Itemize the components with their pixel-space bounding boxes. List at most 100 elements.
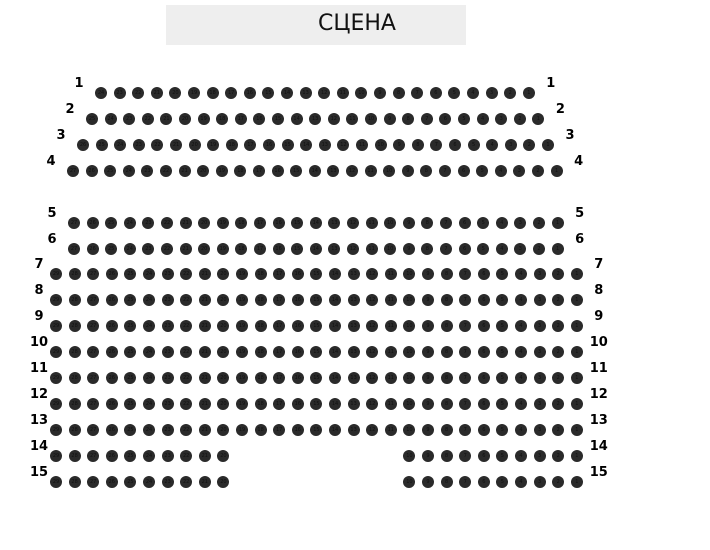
seat-row-8-seat-19[interactable]: 19 bbox=[236, 294, 248, 306]
seat-row-15-seat-1[interactable]: 1 bbox=[570, 476, 583, 488]
seat-row-7-seat-21[interactable]: 21 bbox=[198, 268, 211, 280]
seat-row-10-seat-22[interactable]: 22 bbox=[180, 346, 193, 358]
seat-row-9-seat-9[interactable]: 9 bbox=[422, 320, 434, 332]
seat-row-6-seat-1[interactable]: 1 bbox=[551, 243, 564, 255]
seat-row-3-seat-3[interactable]: 3 bbox=[504, 139, 517, 151]
seat-row-7-seat-26[interactable]: 26 bbox=[105, 268, 118, 280]
seat-row-13-seat-23[interactable]: 23 bbox=[161, 424, 174, 436]
seat-row-14-seat-28[interactable]: 28 bbox=[68, 450, 81, 462]
seat-row-1-seat-10[interactable]: 10 bbox=[355, 87, 368, 99]
seat-row-9-seat-14[interactable]: 14 bbox=[329, 320, 341, 332]
seat-row-10-seat-29[interactable]: 29 bbox=[50, 346, 62, 358]
seat-row-9-seat-5[interactable]: 5 bbox=[496, 320, 509, 332]
seat-row-13-seat-21[interactable]: 21 bbox=[198, 424, 211, 436]
seat-row-11-seat-14[interactable]: 14 bbox=[329, 372, 341, 384]
seat-row-7-seat-6[interactable]: 6 bbox=[477, 268, 490, 280]
seat-row-8-seat-5[interactable]: 5 bbox=[496, 294, 509, 306]
seat-row-4-seat-17[interactable]: 17 bbox=[253, 165, 265, 177]
seat-row-1-seat-3[interactable]: 3 bbox=[485, 87, 498, 99]
seat-row-15-seat-21[interactable]: 21 bbox=[198, 476, 211, 488]
seat-row-1-seat-8[interactable]: 8 bbox=[392, 87, 405, 99]
seat-row-9-seat-1[interactable]: 1 bbox=[570, 320, 583, 332]
seat-row-15-seat-9[interactable]: 9 bbox=[422, 476, 434, 488]
seat-row-2-seat-8[interactable]: 8 bbox=[402, 113, 415, 125]
seat-row-7-seat-7[interactable]: 7 bbox=[459, 268, 472, 280]
seat-row-1-seat-2[interactable]: 2 bbox=[504, 87, 517, 99]
seat-row-13-seat-19[interactable]: 19 bbox=[236, 424, 248, 436]
seat-row-14-seat-20[interactable]: 20 bbox=[217, 450, 230, 462]
seat-row-14-seat-2[interactable]: 2 bbox=[552, 450, 565, 462]
seat-row-11-seat-22[interactable]: 22 bbox=[180, 372, 193, 384]
seat-row-9-seat-19[interactable]: 19 bbox=[236, 320, 248, 332]
seat-row-12-seat-3[interactable]: 3 bbox=[533, 398, 546, 410]
seat-row-2-seat-3[interactable]: 3 bbox=[495, 113, 508, 125]
seat-row-1-seat-14[interactable]: 14 bbox=[281, 87, 293, 99]
seat-row-4-seat-13[interactable]: 13 bbox=[327, 165, 340, 177]
seat-row-15-seat-22[interactable]: 22 bbox=[180, 476, 193, 488]
seat-row-9-seat-17[interactable]: 17 bbox=[273, 320, 286, 332]
seat-row-9-seat-23[interactable]: 23 bbox=[161, 320, 174, 332]
seat-row-3-seat-2[interactable]: 2 bbox=[523, 139, 536, 151]
seat-row-15-seat-7[interactable]: 7 bbox=[459, 476, 472, 488]
seat-row-14-seat-23[interactable]: 23 bbox=[161, 450, 174, 462]
seat-row-5-seat-6[interactable]: 6 bbox=[458, 217, 471, 229]
seat-row-13-seat-26[interactable]: 26 bbox=[105, 424, 118, 436]
seat-row-10-seat-28[interactable]: 28 bbox=[68, 346, 81, 358]
seat-row-5-seat-26[interactable]: 26 bbox=[86, 217, 99, 229]
seat-row-3-seat-11[interactable]: 11 bbox=[356, 139, 368, 151]
seat-row-13-seat-7[interactable]: 7 bbox=[459, 424, 472, 436]
seat-row-14-seat-8[interactable]: 8 bbox=[440, 450, 453, 462]
seat-row-7-seat-12[interactable]: 12 bbox=[366, 268, 379, 280]
seat-row-12-seat-18[interactable]: 18 bbox=[254, 398, 267, 410]
seat-row-12-seat-15[interactable]: 15 bbox=[310, 398, 323, 410]
seat-row-6-seat-6[interactable]: 6 bbox=[458, 243, 471, 255]
seat-row-10-seat-12[interactable]: 12 bbox=[366, 346, 379, 358]
seat-row-3-seat-19[interactable]: 19 bbox=[207, 139, 220, 151]
seat-row-12-seat-8[interactable]: 8 bbox=[440, 398, 453, 410]
seat-row-7-seat-19[interactable]: 19 bbox=[236, 268, 248, 280]
seat-row-15-seat-6[interactable]: 6 bbox=[477, 476, 490, 488]
seat-row-2-seat-23[interactable]: 23 bbox=[123, 113, 136, 125]
seat-row-4-seat-25[interactable]: 25 bbox=[104, 165, 117, 177]
seat-row-11-seat-8[interactable]: 8 bbox=[440, 372, 453, 384]
seat-row-10-seat-23[interactable]: 23 bbox=[161, 346, 174, 358]
seat-row-2-seat-17[interactable]: 17 bbox=[234, 113, 247, 125]
seat-row-14-seat-4[interactable]: 4 bbox=[515, 450, 527, 462]
seat-row-2-seat-24[interactable]: 24 bbox=[104, 113, 117, 125]
seat-row-14-seat-22[interactable]: 22 bbox=[180, 450, 193, 462]
seat-row-11-seat-6[interactable]: 6 bbox=[477, 372, 490, 384]
seat-row-4-seat-18[interactable]: 18 bbox=[234, 165, 247, 177]
seat-row-11-seat-28[interactable]: 28 bbox=[68, 372, 81, 384]
seat-row-1-seat-16[interactable]: 16 bbox=[243, 87, 256, 99]
seat-row-6-seat-24[interactable]: 24 bbox=[123, 243, 136, 255]
seat-row-10-seat-8[interactable]: 8 bbox=[440, 346, 453, 358]
seat-row-15-seat-5[interactable]: 5 bbox=[496, 476, 509, 488]
seat-row-4-seat-27[interactable]: 27 bbox=[67, 165, 79, 177]
seat-row-9-seat-27[interactable]: 27 bbox=[87, 320, 100, 332]
seat-row-5-seat-4[interactable]: 4 bbox=[495, 217, 508, 229]
seat-row-4-seat-1[interactable]: 1 bbox=[550, 165, 563, 177]
seat-row-13-seat-20[interactable]: 20 bbox=[217, 424, 230, 436]
seat-row-5-seat-1[interactable]: 1 bbox=[551, 217, 564, 229]
seat-row-11-seat-25[interactable]: 25 bbox=[124, 372, 137, 384]
seat-row-6-seat-9[interactable]: 9 bbox=[402, 243, 415, 255]
seat-row-10-seat-16[interactable]: 16 bbox=[291, 346, 304, 358]
seat-row-1-seat-6[interactable]: 6 bbox=[429, 87, 442, 99]
seat-row-1-seat-11[interactable]: 11 bbox=[336, 87, 349, 99]
seat-row-8-seat-8[interactable]: 8 bbox=[440, 294, 453, 306]
seat-row-9-seat-20[interactable]: 20 bbox=[217, 320, 230, 332]
seat-row-3-seat-18[interactable]: 18 bbox=[225, 139, 238, 151]
seat-row-10-seat-24[interactable]: 24 bbox=[143, 346, 155, 358]
seat-row-6-seat-22[interactable]: 22 bbox=[161, 243, 173, 255]
seat-row-8-seat-15[interactable]: 15 bbox=[310, 294, 323, 306]
seat-row-11-seat-12[interactable]: 12 bbox=[366, 372, 379, 384]
seat-row-9-seat-3[interactable]: 3 bbox=[533, 320, 546, 332]
seat-row-5-seat-10[interactable]: 10 bbox=[384, 217, 397, 229]
seat-row-8-seat-2[interactable]: 2 bbox=[552, 294, 565, 306]
seat-row-6-seat-14[interactable]: 14 bbox=[309, 243, 322, 255]
seat-row-13-seat-16[interactable]: 16 bbox=[291, 424, 304, 436]
seat-row-1-seat-22[interactable]: 22 bbox=[132, 87, 145, 99]
seat-row-4-seat-4[interactable]: 4 bbox=[494, 165, 507, 177]
seat-row-8-seat-9[interactable]: 9 bbox=[422, 294, 434, 306]
seat-row-8-seat-23[interactable]: 23 bbox=[161, 294, 174, 306]
